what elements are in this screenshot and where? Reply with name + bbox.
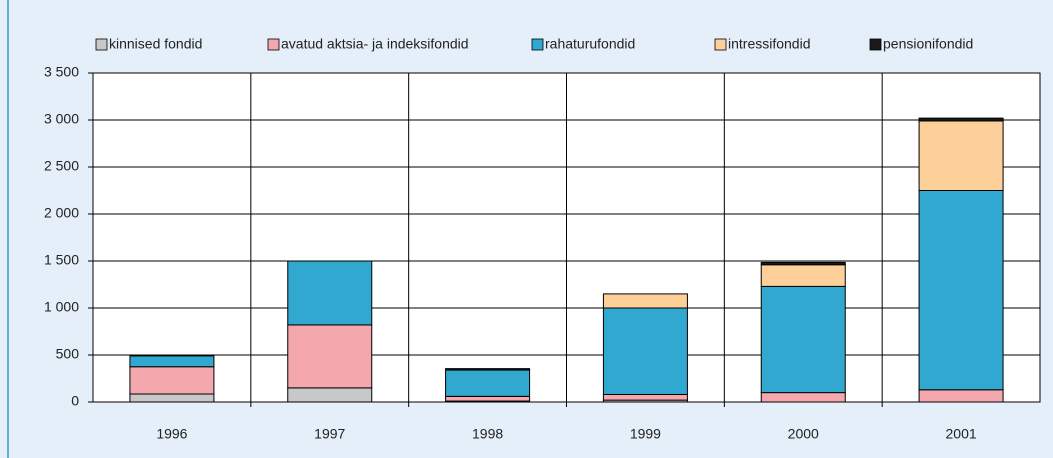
y-tick-label: 0 bbox=[71, 393, 79, 409]
y-tick-label: 500 bbox=[56, 346, 80, 362]
x-tick-label: 2000 bbox=[788, 426, 819, 442]
bar-segment bbox=[918, 389, 1004, 403]
x-tick-label: 2001 bbox=[946, 426, 977, 442]
bar-segment bbox=[760, 285, 846, 394]
bar-segment bbox=[445, 368, 531, 371]
legend-swatch bbox=[869, 38, 882, 51]
bar-segment bbox=[287, 387, 373, 403]
y-tick-label: 1 000 bbox=[44, 299, 79, 315]
legend-label: avatud aktsia- ja indeksifondid bbox=[281, 36, 469, 52]
bar-segment bbox=[129, 366, 215, 395]
bar-segment bbox=[287, 260, 373, 326]
bar-segment bbox=[918, 190, 1004, 391]
x-tick-label: 1996 bbox=[156, 426, 187, 442]
bar-segment bbox=[602, 293, 688, 309]
y-tick-label: 2 500 bbox=[44, 158, 79, 174]
bar-segment bbox=[602, 393, 688, 401]
y-tick-label: 3 000 bbox=[44, 111, 79, 127]
bar-segment bbox=[760, 392, 846, 403]
bar-segment bbox=[445, 369, 531, 397]
legend-swatch bbox=[267, 38, 280, 51]
bar-segment bbox=[602, 307, 688, 395]
x-tick-label: 1997 bbox=[314, 426, 345, 442]
bar-segment bbox=[287, 324, 373, 389]
legend-label: intressifondid bbox=[728, 36, 811, 52]
y-tick-label: 3 500 bbox=[44, 64, 79, 80]
legend-label: kinnised fondid bbox=[109, 36, 202, 52]
y-tick-label: 1 500 bbox=[44, 252, 79, 268]
x-tick-label: 1998 bbox=[472, 426, 503, 442]
legend-label: pensionifondid bbox=[883, 36, 973, 52]
bar-segment bbox=[760, 261, 846, 266]
bar-segment bbox=[760, 264, 846, 287]
legend-swatch bbox=[531, 38, 544, 51]
legend-label: rahaturufondid bbox=[545, 36, 635, 52]
legend-swatch bbox=[714, 38, 727, 51]
bar-segment bbox=[129, 393, 215, 403]
x-tick-label: 1999 bbox=[630, 426, 661, 442]
bar-segment bbox=[445, 395, 531, 402]
bar-segment bbox=[918, 120, 1004, 191]
y-tick-label: 2 000 bbox=[44, 205, 79, 221]
bar-segment bbox=[918, 117, 1004, 122]
legend-swatch bbox=[95, 38, 108, 51]
bar-segment bbox=[129, 355, 215, 368]
